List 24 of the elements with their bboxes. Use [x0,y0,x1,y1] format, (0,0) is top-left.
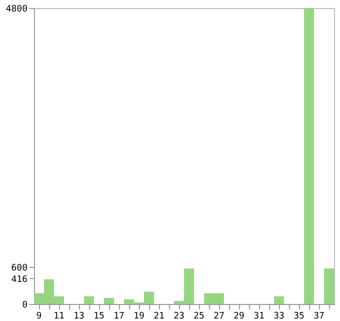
x-tick-label: 29 [234,312,244,321]
x-tick-label: 31 [254,312,264,321]
bar [324,268,334,304]
x-tick-label: 23 [174,312,184,321]
bar [84,296,94,304]
y-tick-label: 4800 [6,4,28,14]
x-tick-label: 11 [54,312,64,321]
x-tick-label: 13 [74,312,84,321]
x-tick-label: 17 [114,312,124,321]
bar [274,296,284,304]
x-tick-label: 33 [274,312,284,321]
x-tick-label: 35 [294,312,304,321]
x-tick-label: 27 [214,312,224,321]
x-tick-label: 25 [194,312,204,321]
x-tick-label: 15 [94,312,104,321]
y-tick-label: 0 [22,300,28,310]
x-tick-label: 19 [134,312,144,321]
bar [104,298,114,304]
y-tick-label: 416 [11,274,28,285]
x-tick-label: 9 [36,312,42,321]
x-tick-label: 37 [314,312,324,321]
bar [304,8,314,304]
y-tick-label: 600 [11,264,28,274]
x-tick-label: 21 [154,312,164,321]
